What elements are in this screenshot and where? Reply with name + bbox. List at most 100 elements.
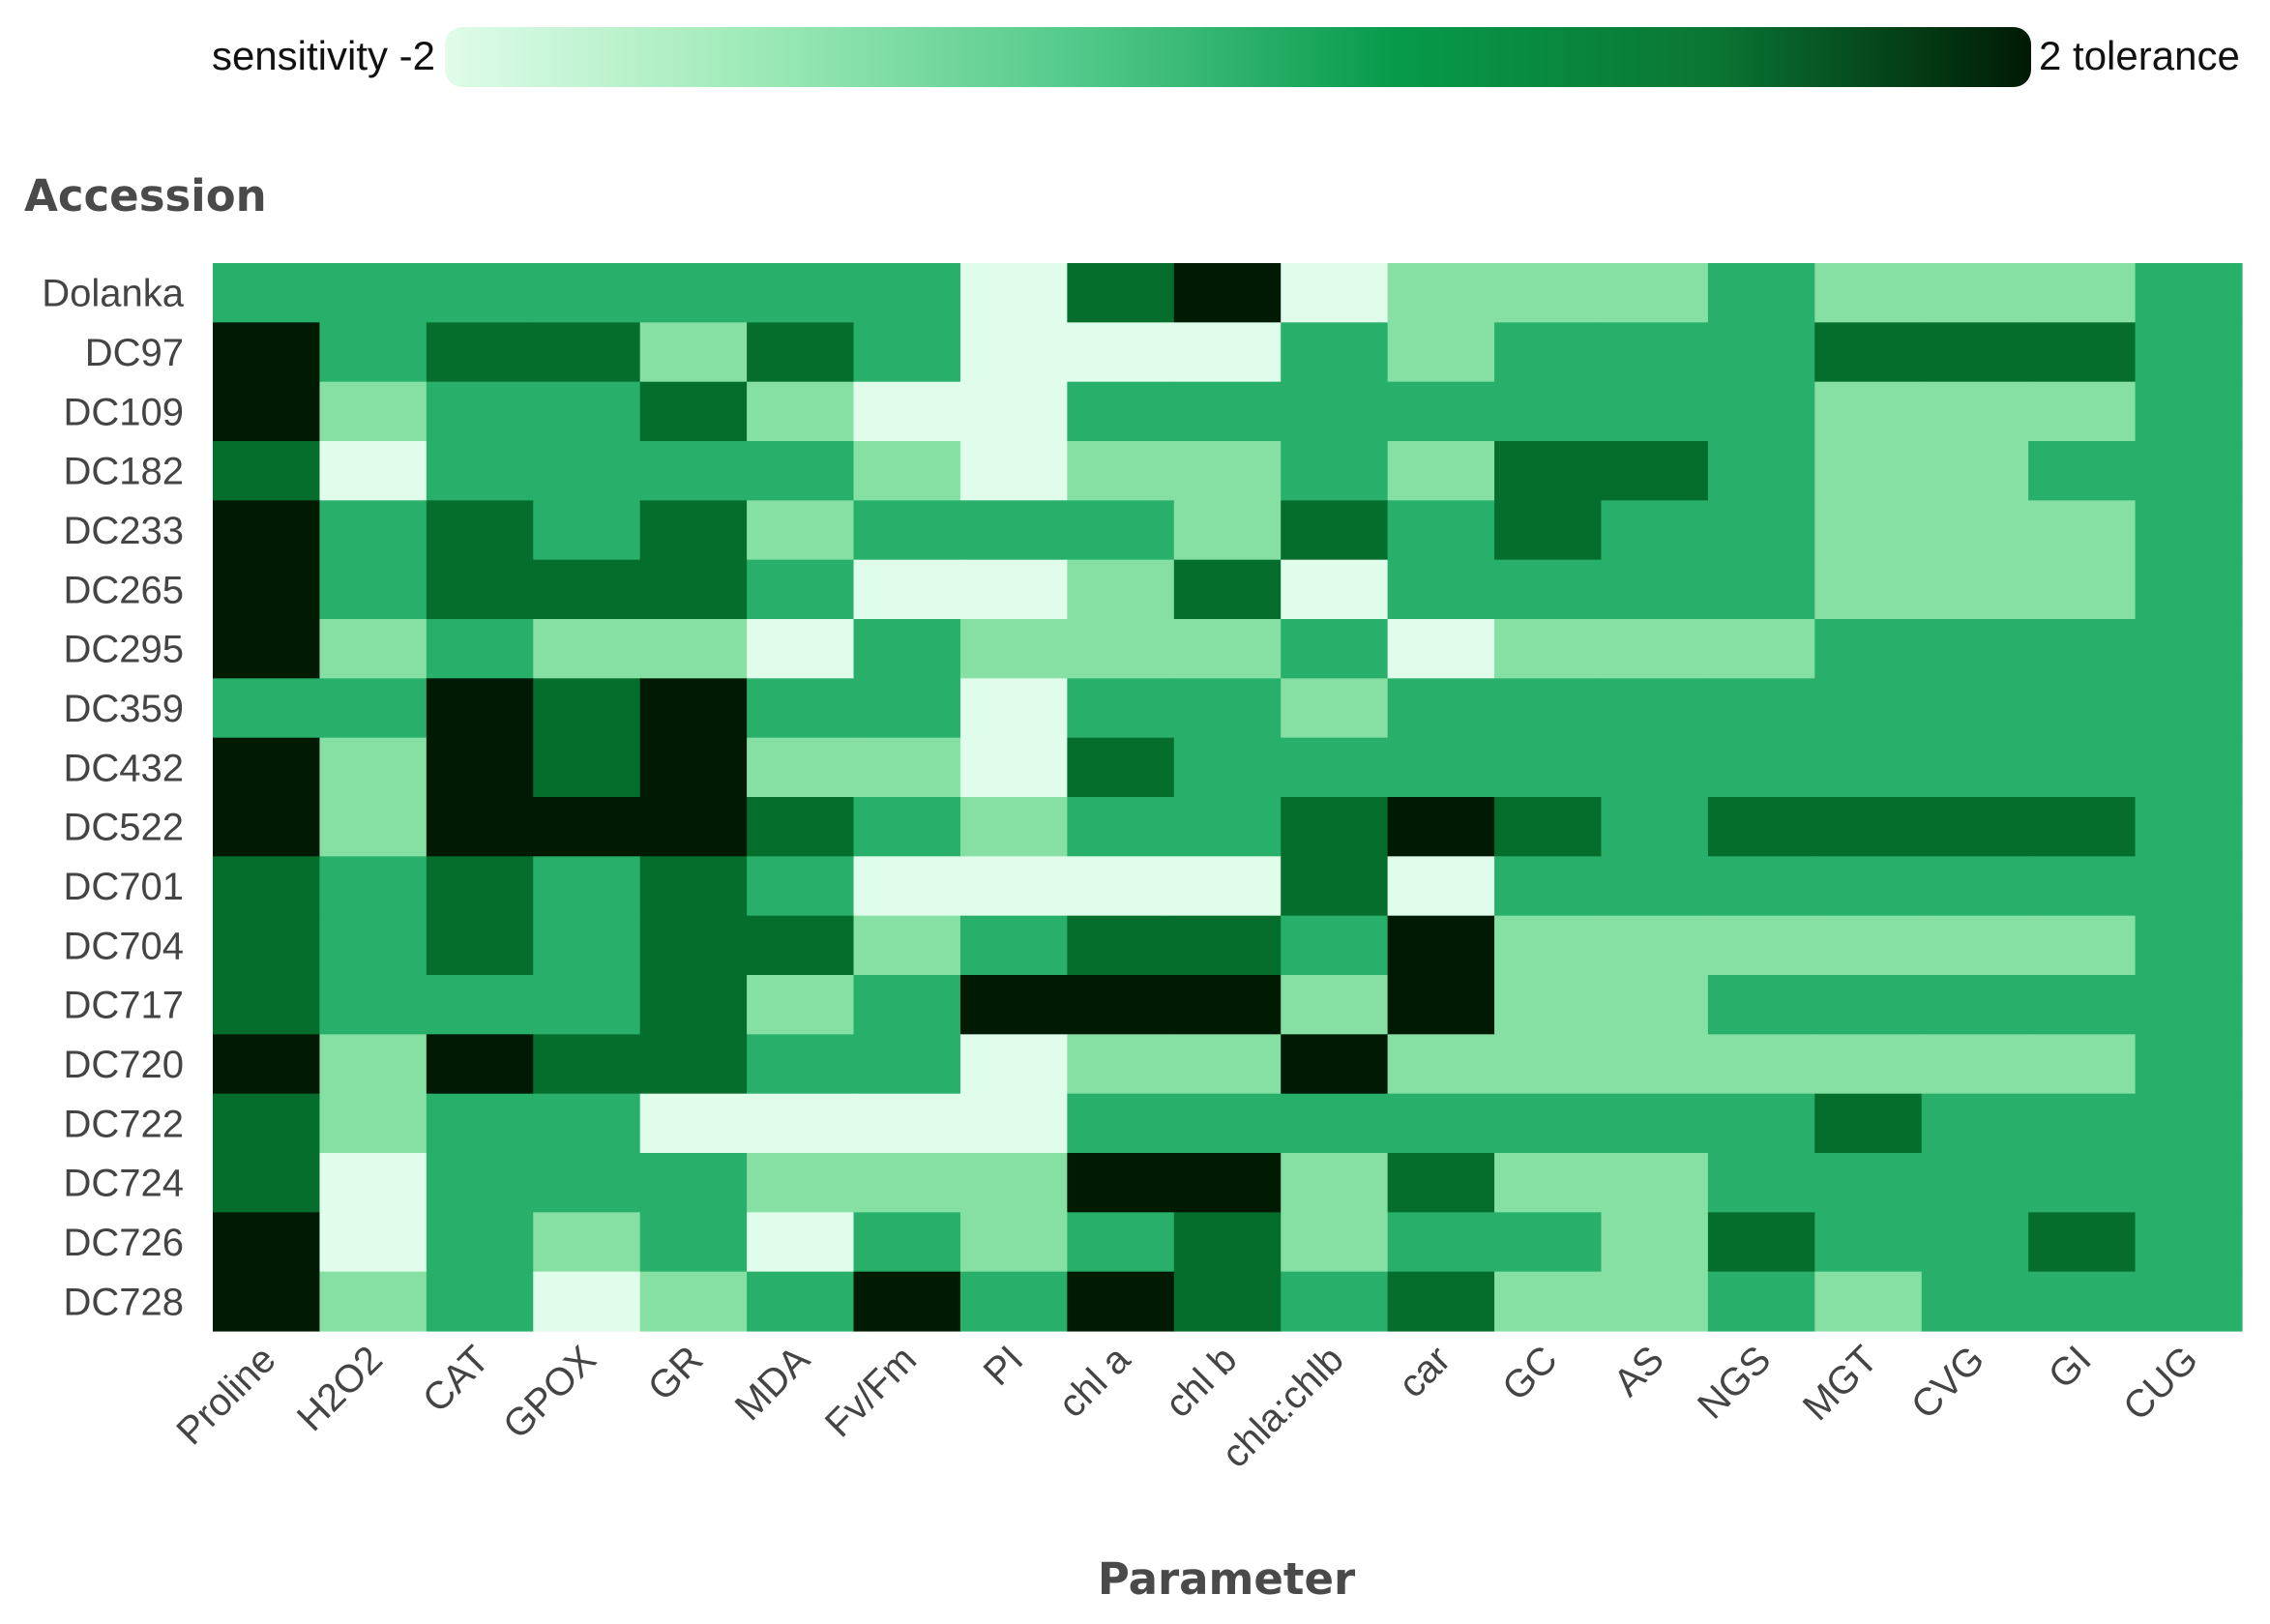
heatmap-cell: [533, 1034, 641, 1095]
heatmap-cell: [1601, 797, 1709, 857]
heatmap-cell: [1173, 619, 1282, 679]
heatmap-cell: [1494, 263, 1603, 323]
heatmap-cell: [1814, 263, 1923, 323]
x-tick-label: GC: [1494, 1338, 1566, 1409]
heatmap-cell: [2135, 1271, 2243, 1332]
heatmap-cell: [2135, 559, 2243, 620]
heatmap-cell: [1173, 856, 1282, 917]
heatmap-cell: [1707, 737, 1815, 798]
heatmap-cell: [1814, 856, 1923, 917]
heatmap-cell: [1173, 263, 1282, 323]
heatmap-cell: [747, 1153, 855, 1213]
heatmap-cell: [1921, 619, 2029, 679]
heatmap-cell: [533, 737, 641, 798]
heatmap-cell: [1387, 619, 1495, 679]
heatmap-cell: [747, 322, 855, 383]
heatmap-cell: [426, 1153, 534, 1213]
heatmap-cell: [213, 559, 321, 620]
heatmap-cell: [853, 1271, 961, 1332]
heatmap-cell: [213, 322, 321, 383]
heatmap-cell: [747, 441, 855, 501]
heatmap-cell: [2028, 737, 2137, 798]
heatmap-cell: [1494, 559, 1603, 620]
heatmap-cell: [319, 856, 427, 917]
heatmap-cell: [853, 915, 961, 976]
heatmap-cell: [1494, 797, 1603, 857]
x-tick-label: CUG: [2115, 1338, 2206, 1429]
x-tick-label: PI: [976, 1338, 1032, 1394]
heatmap-cell: [213, 856, 321, 917]
heatmap-cell: [533, 797, 641, 857]
heatmap-cell: [213, 1153, 321, 1213]
heatmap-cell: [2135, 381, 2243, 442]
heatmap-cell: [213, 915, 321, 976]
x-tick-label: CVG: [1903, 1338, 1992, 1427]
heatmap-cell: [213, 441, 321, 501]
heatmap-cell: [639, 737, 748, 798]
heatmap-cell: [1173, 737, 1282, 798]
heatmap-cell: [959, 441, 1068, 501]
colorbar-legend: sensitivity -2 2 tolerance: [212, 27, 2240, 87]
heatmap-cell: [1921, 322, 2029, 383]
heatmap-cell: [319, 500, 427, 561]
heatmap-cell: [1814, 975, 1923, 1035]
heatmap-cell: [639, 915, 748, 976]
heatmap-cell: [959, 797, 1068, 857]
heatmap-cell: [2135, 1153, 2243, 1213]
x-axis-title: Parameter: [1098, 1553, 1356, 1605]
heatmap-cell: [426, 619, 534, 679]
heatmap-cell: [2135, 263, 2243, 323]
heatmap-cell: [426, 1034, 534, 1095]
heatmap-cell: [747, 797, 855, 857]
heatmap-cell: [1921, 263, 2029, 323]
heatmap-cell: [2028, 678, 2137, 739]
heatmap-cell: [639, 619, 748, 679]
heatmap-cell: [959, 381, 1068, 442]
heatmap-cell: [2028, 1271, 2137, 1332]
heatmap-cell: [2028, 856, 2137, 917]
heatmap-cell: [747, 737, 855, 798]
heatmap-cell: [2028, 1093, 2137, 1154]
heatmap-cell: [1067, 975, 1175, 1035]
heatmap-cell: [1601, 737, 1709, 798]
heatmap-cell: [319, 619, 427, 679]
heatmap-cell: [1067, 1034, 1175, 1095]
x-tick-label: GI: [2041, 1338, 2100, 1397]
y-tick-label: DC432: [63, 747, 184, 789]
heatmap-cell: [1601, 1271, 1709, 1332]
heatmap-cell: [1814, 678, 1923, 739]
heatmap-cell: [1494, 915, 1603, 976]
y-tick-label: DC295: [63, 629, 184, 671]
x-tick-label: GPOX: [495, 1338, 604, 1447]
heatmap-cell: [959, 619, 1068, 679]
heatmap-cell: [1814, 381, 1923, 442]
heatmap-cell: [1387, 500, 1495, 561]
heatmap-cell: [959, 678, 1068, 739]
heatmap-cell: [639, 856, 748, 917]
heatmap-cell: [1494, 619, 1603, 679]
heatmap-cell: [1494, 1153, 1603, 1213]
y-tick-label: DC97: [85, 332, 184, 374]
heatmap-cell: [853, 619, 961, 679]
heatmap-cell: [1173, 1034, 1282, 1095]
heatmap-cell: [1921, 1034, 2029, 1095]
heatmap-cell: [1707, 975, 1815, 1035]
heatmap-cell: [2135, 619, 2243, 679]
heatmap-cell: [1494, 381, 1603, 442]
heatmap-cell: [1281, 619, 1389, 679]
heatmap-cell: [319, 737, 427, 798]
heatmap-cell: [319, 1212, 427, 1273]
heatmap-cell: [747, 1093, 855, 1154]
heatmap-cell: [213, 500, 321, 561]
heatmap-cell: [1601, 1153, 1709, 1213]
heatmap-cell: [2135, 1093, 2243, 1154]
heatmap-cell: [1814, 1093, 1923, 1154]
heatmap-cell: [213, 1271, 321, 1332]
heatmap-cell: [747, 500, 855, 561]
heatmap-cell: [1387, 856, 1495, 917]
heatmap-cell: [533, 500, 641, 561]
heatmap-cell: [1173, 915, 1282, 976]
heatmap-cell: [2135, 500, 2243, 561]
heatmap-cell: [1494, 1034, 1603, 1095]
heatmap-cell: [213, 797, 321, 857]
